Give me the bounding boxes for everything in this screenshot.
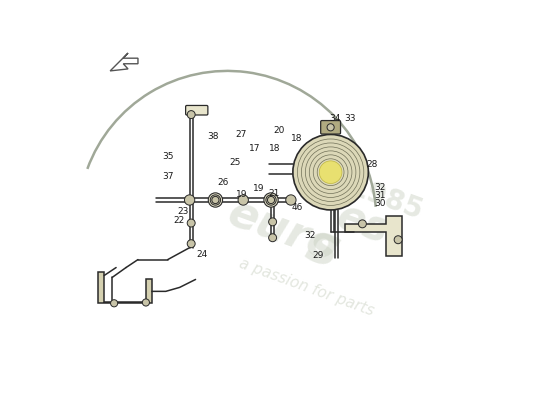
Circle shape — [187, 240, 195, 248]
Circle shape — [394, 236, 402, 244]
Circle shape — [268, 218, 277, 226]
Text: 32: 32 — [375, 183, 386, 192]
Circle shape — [111, 300, 118, 307]
Text: a passion for parts: a passion for parts — [237, 256, 376, 319]
Circle shape — [142, 299, 150, 306]
Circle shape — [187, 111, 195, 118]
Text: 34: 34 — [329, 114, 340, 123]
Text: 22: 22 — [173, 216, 184, 225]
Polygon shape — [110, 53, 138, 71]
Text: s: s — [299, 218, 346, 278]
Circle shape — [286, 195, 296, 205]
Circle shape — [267, 196, 274, 204]
FancyBboxPatch shape — [321, 120, 340, 134]
Text: 24: 24 — [196, 250, 207, 259]
Text: 19: 19 — [235, 190, 247, 198]
Text: 28: 28 — [367, 160, 378, 169]
Text: 17: 17 — [249, 144, 261, 153]
Circle shape — [266, 195, 276, 205]
Circle shape — [187, 219, 195, 227]
Text: 30: 30 — [375, 200, 386, 208]
Polygon shape — [98, 272, 152, 303]
Text: 26: 26 — [218, 178, 229, 187]
Text: 37: 37 — [162, 172, 173, 181]
Text: 20: 20 — [273, 126, 285, 135]
Circle shape — [264, 193, 278, 207]
Text: 18: 18 — [291, 134, 302, 143]
Text: 23: 23 — [177, 208, 189, 216]
Circle shape — [320, 161, 342, 184]
Circle shape — [268, 234, 277, 242]
Text: 38: 38 — [208, 132, 219, 141]
Text: 1985: 1985 — [345, 174, 427, 226]
Text: 18: 18 — [270, 144, 280, 153]
Text: 35: 35 — [162, 152, 173, 161]
Circle shape — [327, 124, 334, 131]
Circle shape — [238, 195, 249, 205]
Text: 29: 29 — [312, 251, 323, 260]
Text: 25: 25 — [229, 158, 241, 167]
Text: 33: 33 — [345, 114, 356, 123]
Circle shape — [208, 193, 223, 207]
Text: es: es — [331, 195, 394, 253]
Text: 31: 31 — [375, 191, 386, 200]
Text: 27: 27 — [235, 130, 247, 139]
Text: 19: 19 — [254, 184, 265, 192]
Text: 32: 32 — [304, 231, 316, 240]
Circle shape — [212, 196, 219, 204]
Polygon shape — [344, 216, 402, 256]
Circle shape — [210, 195, 221, 205]
Text: 46: 46 — [291, 204, 302, 212]
Circle shape — [359, 220, 366, 228]
Text: euro: euro — [222, 192, 344, 272]
FancyBboxPatch shape — [186, 106, 208, 115]
Circle shape — [184, 195, 195, 205]
Circle shape — [293, 134, 368, 210]
Text: 21: 21 — [268, 189, 279, 198]
